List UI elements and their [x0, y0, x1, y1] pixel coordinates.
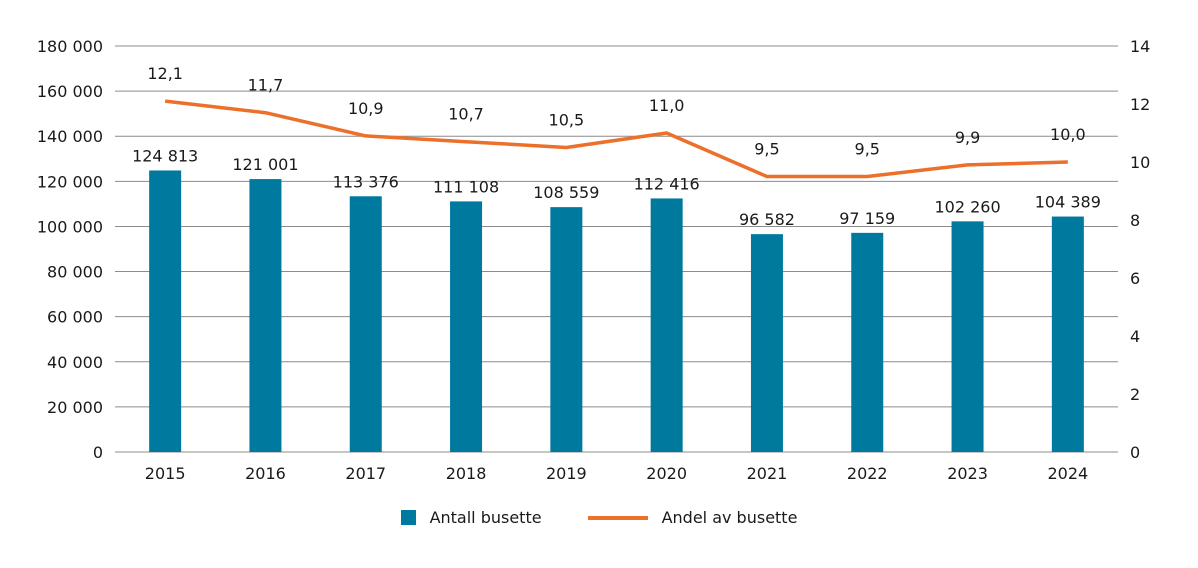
left-tick-label: 60 000	[47, 308, 103, 327]
right-tick-label: 14	[1130, 37, 1150, 56]
right-tick-label: 2	[1130, 385, 1140, 404]
x-tick-label: 2019	[546, 464, 587, 483]
x-tick-label: 2018	[446, 464, 487, 483]
bar	[851, 232, 884, 452]
x-tick-label: 2023	[947, 464, 988, 483]
bar	[450, 201, 483, 452]
bar-value-label: 108 559	[533, 183, 599, 202]
left-tick-label: 40 000	[47, 353, 103, 372]
left-tick-label: 80 000	[47, 263, 103, 282]
left-tick-label: 120 000	[37, 172, 103, 191]
right-tick-label: 0	[1130, 443, 1140, 462]
line-value-label: 10,7	[448, 105, 484, 124]
legend-item-antall: Antall busette	[400, 508, 542, 527]
bar	[249, 179, 282, 453]
line-series	[164, 99, 1068, 179]
x-tick-label: 2015	[145, 464, 186, 483]
bar-value-label: 111 108	[433, 177, 499, 196]
x-tick-label: 2024	[1047, 464, 1088, 483]
x-tick-label: 2022	[847, 464, 888, 483]
right-tick-label: 4	[1130, 327, 1140, 346]
line-value-label: 9,5	[754, 140, 779, 159]
left-tick-label: 100 000	[37, 217, 103, 236]
right-tick-label: 6	[1130, 269, 1140, 288]
bar	[650, 198, 683, 452]
bar	[349, 196, 382, 452]
bar	[951, 221, 984, 452]
right-tick-label: 10	[1130, 153, 1150, 172]
bar-value-label: 124 813	[132, 146, 198, 165]
left-tick-label: 0	[93, 443, 103, 462]
left-tick-label: 160 000	[37, 82, 103, 101]
left-tick-label: 140 000	[37, 127, 103, 146]
bar-value-label: 96 582	[739, 210, 795, 229]
left-tick-label: 20 000	[47, 398, 103, 417]
bar	[149, 170, 182, 452]
x-tick-label: 2016	[245, 464, 286, 483]
line-value-label: 12,1	[147, 64, 183, 83]
bar-value-label: 113 376	[333, 172, 399, 191]
legend-swatch-bar	[400, 510, 416, 525]
bar	[1051, 216, 1084, 452]
bar-value-label: 97 159	[839, 209, 895, 228]
line-value-label: 9,5	[855, 140, 880, 159]
right-tick-label: 8	[1130, 211, 1140, 230]
legend: Antall busette Andel av busette	[0, 508, 1198, 527]
legend-swatch-line	[587, 515, 648, 520]
right-tick-label: 12	[1130, 95, 1150, 114]
x-tick-label: 2020	[646, 464, 687, 483]
legend-item-andel: Andel av busette	[587, 508, 798, 527]
bar-value-label: 104 389	[1035, 193, 1101, 212]
legend-label: Andel av busette	[661, 508, 798, 527]
legend-label: Antall busette	[429, 508, 542, 527]
left-tick-label: 180 000	[37, 37, 103, 56]
x-tick-label: 2017	[345, 464, 386, 483]
line-value-label: 10,5	[549, 111, 585, 130]
bar	[750, 234, 783, 452]
bar-value-label: 121 001	[232, 155, 298, 174]
bar-value-label: 112 416	[634, 174, 700, 193]
combo-chart: 0 20 000 40 000 60 000 80 000 100 000 120 000 1…	[37, 37, 1151, 483]
bar	[550, 207, 583, 452]
line-value-label: 10,0	[1050, 125, 1086, 144]
line-value-label: 10,9	[348, 99, 384, 118]
line-value-label: 9,9	[955, 128, 980, 147]
line-value-label: 11,7	[248, 76, 284, 95]
line-value-label: 11,0	[649, 96, 685, 115]
bar-value-label: 102 260	[934, 197, 1000, 216]
x-tick-label: 2021	[747, 464, 788, 483]
